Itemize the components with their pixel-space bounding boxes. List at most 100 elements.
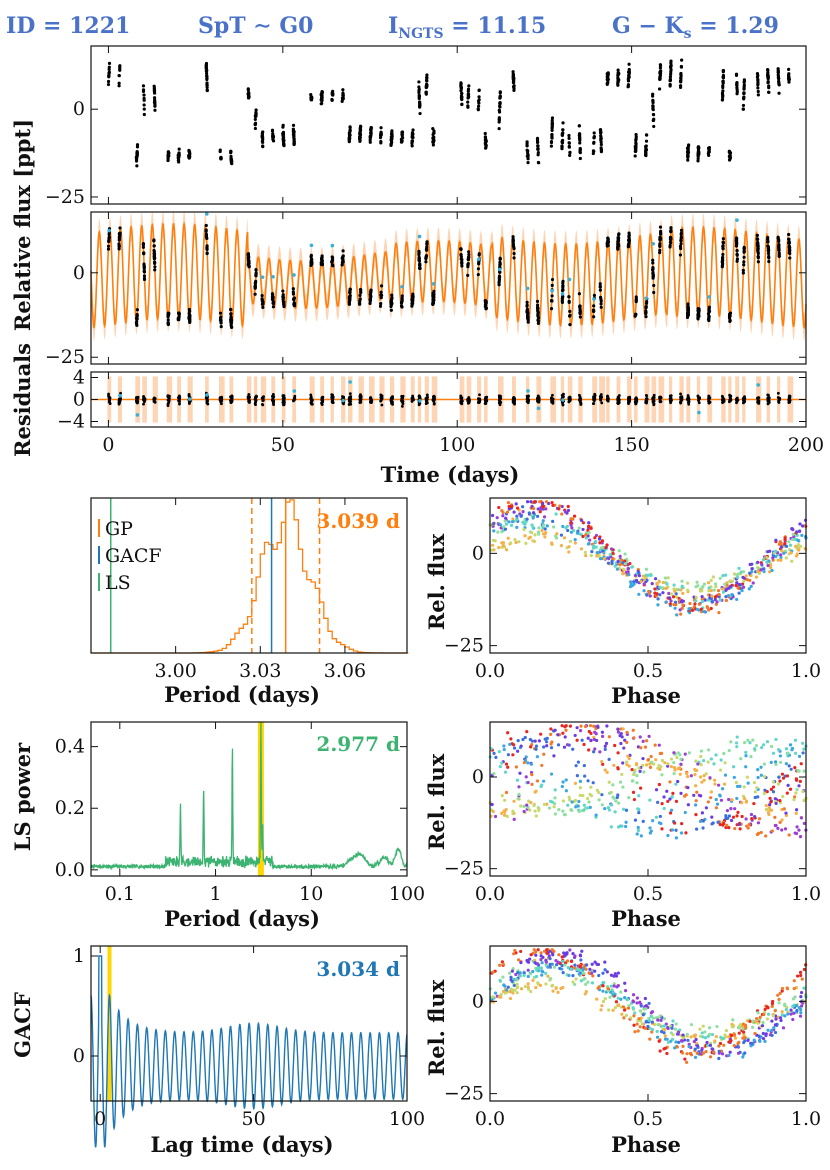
data-point bbox=[634, 300, 638, 304]
phase-point bbox=[668, 797, 672, 801]
data-point bbox=[645, 300, 649, 304]
phase-point bbox=[766, 563, 770, 568]
phase-point bbox=[700, 595, 704, 599]
phase-point bbox=[627, 757, 631, 761]
phase-point bbox=[492, 751, 496, 756]
data-point bbox=[270, 295, 275, 299]
data-point bbox=[742, 83, 746, 87]
phase-point bbox=[745, 775, 749, 779]
phase-point bbox=[597, 554, 601, 558]
phase-point bbox=[724, 573, 728, 577]
phase-point bbox=[734, 741, 739, 745]
phase-point bbox=[621, 567, 626, 571]
phase-point bbox=[535, 755, 539, 759]
phase-point bbox=[604, 741, 609, 745]
data-point bbox=[254, 108, 258, 112]
phase-point bbox=[771, 785, 776, 789]
data-point bbox=[668, 75, 673, 79]
phase-point bbox=[624, 820, 628, 824]
residual-point bbox=[153, 397, 157, 401]
phase-point bbox=[644, 763, 649, 767]
phase-point bbox=[598, 750, 602, 754]
phase-point bbox=[667, 596, 672, 600]
phase-point bbox=[533, 533, 537, 537]
phase-point bbox=[701, 599, 705, 603]
phase-point bbox=[753, 795, 757, 800]
residual-point bbox=[107, 392, 110, 396]
phase-point bbox=[714, 585, 718, 589]
residual-point bbox=[498, 400, 502, 404]
data-point bbox=[477, 101, 481, 105]
phase-point bbox=[662, 1024, 666, 1028]
data-point bbox=[652, 117, 656, 121]
phase-point bbox=[726, 593, 731, 598]
data-point bbox=[651, 270, 655, 275]
phase-point bbox=[609, 803, 614, 807]
phase-point bbox=[509, 523, 514, 527]
phase-point bbox=[680, 579, 684, 583]
phase-point bbox=[551, 989, 555, 993]
data-point bbox=[166, 322, 170, 326]
phase-point bbox=[783, 536, 787, 540]
phase-point bbox=[737, 582, 742, 587]
phase-point bbox=[506, 985, 510, 989]
phase-fold-gacf-panel: 0.0 0.5 1.00−25 bbox=[444, 945, 821, 1130]
data-point bbox=[341, 249, 345, 253]
phase-point bbox=[603, 960, 607, 964]
phase-point bbox=[502, 809, 506, 813]
phase-point bbox=[698, 819, 703, 823]
phase-point bbox=[600, 730, 605, 734]
data-point bbox=[599, 305, 603, 309]
phase-point bbox=[639, 834, 643, 838]
residual-outlier bbox=[526, 389, 530, 393]
data-point bbox=[598, 285, 602, 289]
phase-point bbox=[789, 1012, 793, 1016]
data-point bbox=[400, 296, 404, 300]
data-point bbox=[466, 265, 470, 269]
phase-point bbox=[617, 549, 621, 553]
residual-point bbox=[627, 398, 630, 402]
phase-point bbox=[771, 751, 776, 755]
phase-point bbox=[683, 810, 687, 815]
phase-point bbox=[681, 1044, 685, 1048]
data-point bbox=[432, 131, 436, 135]
data-point bbox=[431, 143, 435, 147]
data-point bbox=[320, 256, 324, 260]
phase-point bbox=[494, 755, 498, 760]
phase-point bbox=[788, 743, 793, 747]
phase-point bbox=[514, 502, 518, 506]
data-point bbox=[400, 132, 404, 136]
phase-point bbox=[616, 767, 620, 771]
data-point bbox=[679, 78, 683, 82]
phase-point bbox=[631, 1006, 635, 1010]
phase-point bbox=[698, 1027, 702, 1031]
data-point bbox=[634, 133, 638, 137]
data-point bbox=[658, 251, 662, 255]
phase-point bbox=[773, 823, 777, 828]
data-point bbox=[378, 304, 383, 308]
phase-point bbox=[797, 828, 801, 832]
data-point bbox=[679, 74, 683, 78]
phase-point bbox=[550, 541, 554, 545]
data-point bbox=[188, 319, 192, 323]
phase-point bbox=[686, 785, 690, 790]
data-point bbox=[616, 68, 620, 72]
phase-point bbox=[628, 585, 633, 589]
phase-point bbox=[616, 996, 620, 1000]
phase-point bbox=[668, 602, 672, 606]
data-point bbox=[348, 298, 352, 302]
data-point bbox=[348, 126, 352, 130]
phase-point bbox=[583, 550, 587, 554]
residual-point bbox=[142, 398, 145, 402]
phase-point bbox=[581, 793, 585, 798]
phase-point bbox=[786, 783, 790, 787]
phase-point bbox=[741, 570, 746, 574]
phase-point bbox=[720, 787, 725, 791]
phase-point bbox=[724, 598, 729, 603]
phase-point bbox=[559, 544, 564, 548]
data-point bbox=[627, 233, 631, 237]
residual-point bbox=[272, 403, 275, 407]
phase-point bbox=[512, 799, 516, 803]
outlier-point bbox=[260, 275, 265, 279]
residual-point bbox=[400, 404, 404, 408]
